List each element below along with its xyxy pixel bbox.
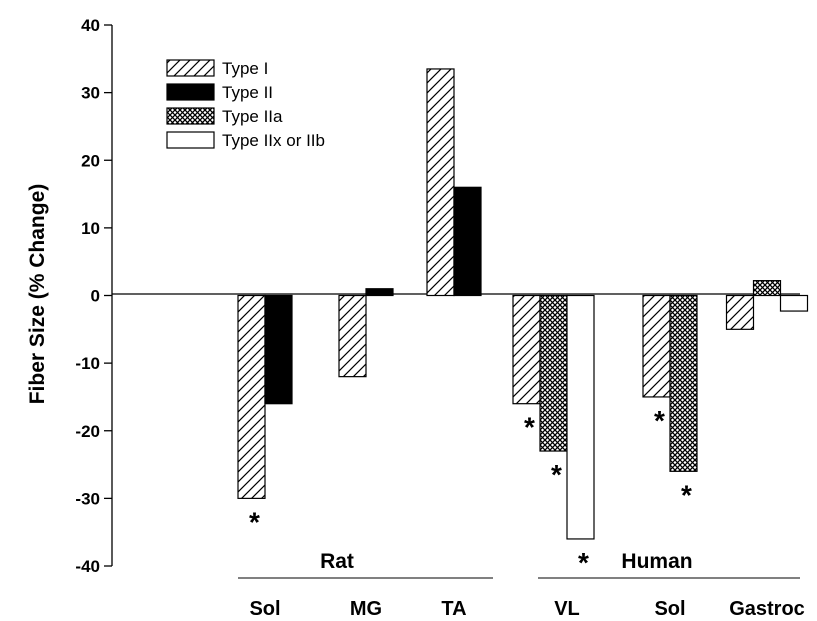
bar-type-ii-mg <box>365 288 394 297</box>
bar-type-ii-ta <box>453 186 482 297</box>
bar-type-i-ta <box>426 68 455 297</box>
bar-type-iia-sol <box>669 294 698 472</box>
y-tick-label: -20 <box>75 422 100 441</box>
category-label-gastroc: Gastroc <box>729 598 805 620</box>
significance-asterisk: * <box>551 459 562 490</box>
bar-type-iia-gastroc <box>752 280 782 297</box>
category-label-vl: VL <box>554 598 580 620</box>
y-axis: 40 30 20 10 0 -10 -20 -30 -40 <box>75 16 113 576</box>
legend-label-type-i: Type I <box>222 59 268 78</box>
y-tick-label: 40 <box>81 16 100 35</box>
significance-markers: * * * * * * <box>249 405 692 578</box>
y-tick-label: 30 <box>81 84 100 103</box>
category-labels: Sol MG TA VL Sol Gastroc <box>249 598 804 620</box>
category-label-sol: Sol <box>654 598 685 620</box>
y-tick-label: -40 <box>75 557 100 576</box>
y-tick-label: -30 <box>75 489 100 508</box>
legend-swatch-type-iix-or-iib <box>166 131 215 149</box>
significance-asterisk: * <box>578 547 589 578</box>
bar-type-i-vl <box>512 294 541 405</box>
significance-asterisk: * <box>654 405 665 436</box>
y-tick-label: 20 <box>81 151 100 170</box>
group-label-rat: Rat <box>320 550 354 573</box>
legend-swatch-type-ii <box>166 83 215 101</box>
significance-asterisk: * <box>681 479 692 510</box>
y-axis-title: Fiber Size (% Change) <box>26 184 49 405</box>
legend-label-type-iix-or-iib: Type IIx or IIb <box>222 131 325 150</box>
bar-type-ii-sol <box>264 294 293 405</box>
bars-layer <box>237 68 809 540</box>
category-label-sol: Sol <box>249 598 280 620</box>
bar-type-iia-vl <box>539 294 568 452</box>
significance-asterisk: * <box>249 506 260 537</box>
group-label-human: Human <box>621 550 692 573</box>
significance-asterisk: * <box>524 412 535 443</box>
legend-label-type-ii: Type II <box>222 83 273 102</box>
bar-type-i-gastroc <box>725 294 755 330</box>
bar-type-i-mg <box>338 294 367 378</box>
bar-type-iix-or-iib-gastroc <box>779 294 809 312</box>
legend: Type I Type II Type IIa Type IIx or IIb <box>166 59 325 150</box>
y-tick-label: 0 <box>91 287 100 306</box>
category-label-ta: TA <box>441 598 466 620</box>
category-label-mg: MG <box>350 598 382 620</box>
bar-type-i-sol <box>642 294 671 398</box>
bar-type-iix-or-iib-vl <box>566 294 595 540</box>
legend-swatch-type-i <box>166 59 215 77</box>
bar-type-i-sol <box>237 294 266 499</box>
legend-swatch-type-iia <box>166 107 215 125</box>
group-labels: Rat Human <box>238 550 800 579</box>
y-tick-label: -10 <box>75 354 100 373</box>
y-tick-label: 10 <box>81 219 100 238</box>
legend-label-type-iia: Type IIa <box>222 107 283 126</box>
